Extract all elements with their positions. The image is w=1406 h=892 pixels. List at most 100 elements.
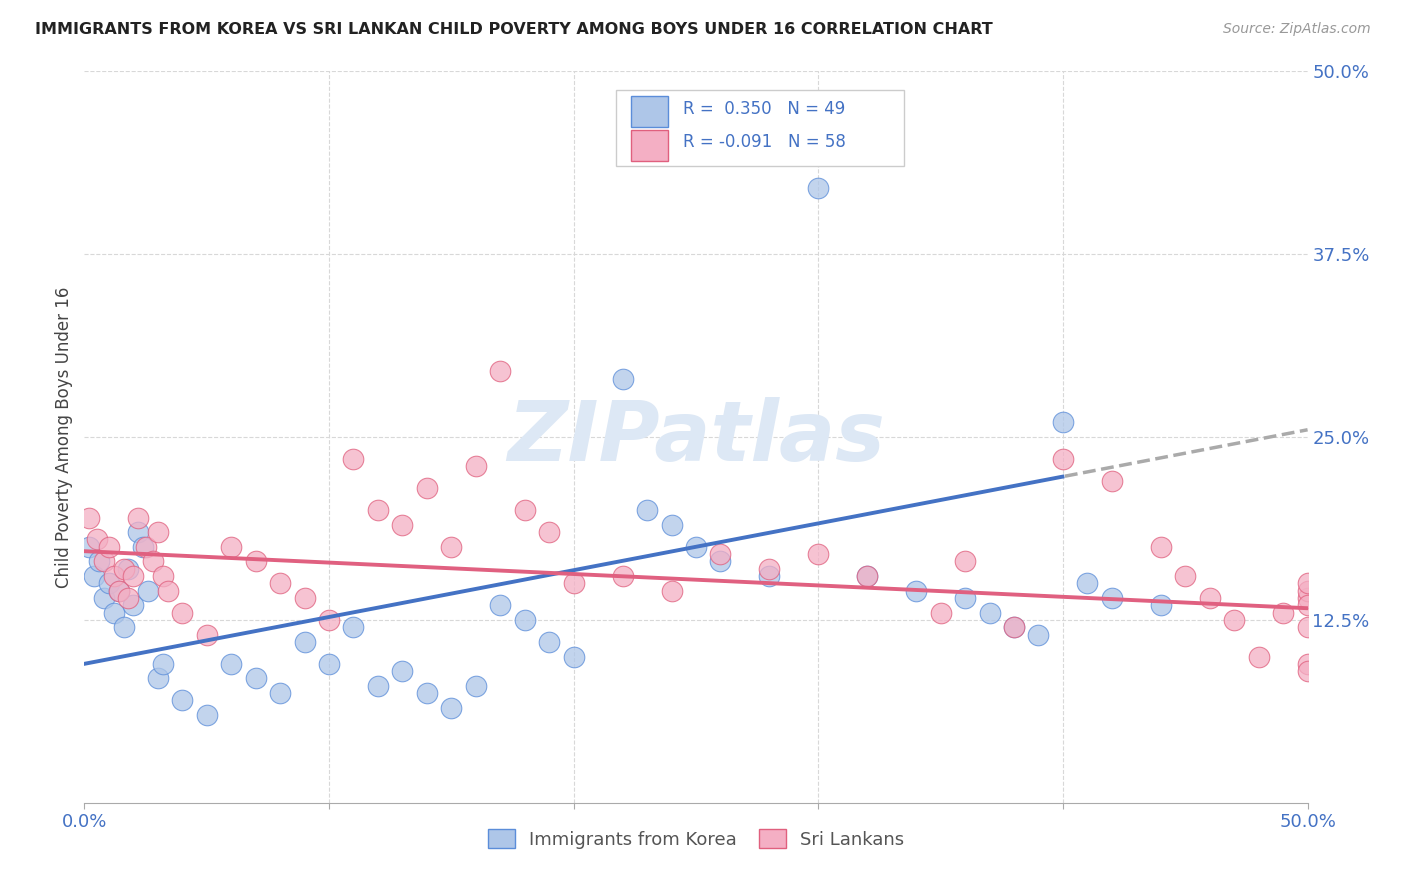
Point bbox=[86, 533, 108, 547]
Point bbox=[464, 679, 486, 693]
Point bbox=[758, 569, 780, 583]
FancyBboxPatch shape bbox=[616, 90, 904, 167]
Point bbox=[77, 510, 100, 524]
Point bbox=[856, 569, 879, 583]
Point bbox=[1101, 591, 1123, 605]
Point bbox=[1150, 540, 1173, 554]
Point bbox=[856, 569, 879, 583]
Point bbox=[112, 620, 135, 634]
Point bbox=[905, 583, 928, 598]
Point bbox=[416, 686, 439, 700]
Point bbox=[1223, 613, 1246, 627]
Point bbox=[612, 371, 634, 385]
Point bbox=[195, 708, 218, 723]
Point bbox=[112, 562, 135, 576]
Point bbox=[513, 613, 536, 627]
Point bbox=[807, 547, 830, 561]
Point bbox=[661, 583, 683, 598]
Point bbox=[269, 686, 291, 700]
Point bbox=[294, 635, 316, 649]
Point bbox=[513, 503, 536, 517]
Point bbox=[391, 517, 413, 532]
Point bbox=[318, 657, 340, 671]
Point bbox=[367, 679, 389, 693]
Bar bbox=[631, 130, 668, 161]
Point bbox=[195, 627, 218, 641]
Point bbox=[1296, 657, 1319, 671]
Point bbox=[146, 525, 169, 540]
Text: IMMIGRANTS FROM KOREA VS SRI LANKAN CHILD POVERTY AMONG BOYS UNDER 16 CORRELATIO: IMMIGRANTS FROM KOREA VS SRI LANKAN CHIL… bbox=[35, 22, 993, 37]
Point bbox=[709, 554, 731, 568]
Point bbox=[1076, 576, 1098, 591]
Point bbox=[117, 562, 139, 576]
Point bbox=[489, 599, 512, 613]
Point bbox=[136, 583, 159, 598]
Point bbox=[562, 576, 585, 591]
Point bbox=[146, 672, 169, 686]
Point bbox=[538, 525, 561, 540]
Point bbox=[219, 657, 242, 671]
Point bbox=[117, 591, 139, 605]
Bar bbox=[631, 96, 668, 127]
Point bbox=[122, 569, 145, 583]
Point bbox=[953, 591, 976, 605]
Point bbox=[807, 181, 830, 195]
Point bbox=[318, 613, 340, 627]
Point bbox=[1296, 599, 1319, 613]
Point bbox=[1002, 620, 1025, 634]
Point bbox=[929, 606, 952, 620]
Point bbox=[172, 606, 194, 620]
Point bbox=[97, 540, 120, 554]
Point bbox=[127, 510, 149, 524]
Text: R =  0.350   N = 49: R = 0.350 N = 49 bbox=[682, 100, 845, 118]
Point bbox=[538, 635, 561, 649]
Point bbox=[1296, 576, 1319, 591]
Point bbox=[367, 503, 389, 517]
Point bbox=[562, 649, 585, 664]
Point bbox=[107, 583, 129, 598]
Point bbox=[1101, 474, 1123, 488]
Point bbox=[1296, 583, 1319, 598]
Point bbox=[245, 554, 267, 568]
Point bbox=[342, 620, 364, 634]
Point bbox=[1174, 569, 1197, 583]
Point bbox=[1002, 620, 1025, 634]
Point bbox=[416, 481, 439, 495]
Point bbox=[93, 591, 115, 605]
Point bbox=[440, 540, 463, 554]
Point bbox=[1296, 591, 1319, 605]
Legend: Immigrants from Korea, Sri Lankans: Immigrants from Korea, Sri Lankans bbox=[481, 822, 911, 856]
Point bbox=[142, 554, 165, 568]
Point bbox=[87, 554, 110, 568]
Point bbox=[269, 576, 291, 591]
Point bbox=[758, 562, 780, 576]
Text: R = -0.091   N = 58: R = -0.091 N = 58 bbox=[682, 133, 845, 152]
Point bbox=[245, 672, 267, 686]
Point bbox=[1028, 627, 1050, 641]
Point bbox=[77, 540, 100, 554]
Point bbox=[97, 576, 120, 591]
Point bbox=[489, 364, 512, 378]
Point bbox=[152, 569, 174, 583]
Point bbox=[979, 606, 1001, 620]
Point bbox=[294, 591, 316, 605]
Point bbox=[1150, 599, 1173, 613]
Point bbox=[83, 569, 105, 583]
Point bbox=[1198, 591, 1220, 605]
Point bbox=[1247, 649, 1270, 664]
Point bbox=[172, 693, 194, 707]
Point bbox=[1052, 452, 1074, 467]
Point bbox=[612, 569, 634, 583]
Point bbox=[636, 503, 658, 517]
Point bbox=[661, 517, 683, 532]
Point bbox=[156, 583, 179, 598]
Point bbox=[1052, 416, 1074, 430]
Point bbox=[709, 547, 731, 561]
Point bbox=[219, 540, 242, 554]
Point bbox=[135, 540, 157, 554]
Point bbox=[1296, 620, 1319, 634]
Point bbox=[391, 664, 413, 678]
Point bbox=[1272, 606, 1295, 620]
Point bbox=[342, 452, 364, 467]
Point bbox=[122, 599, 145, 613]
